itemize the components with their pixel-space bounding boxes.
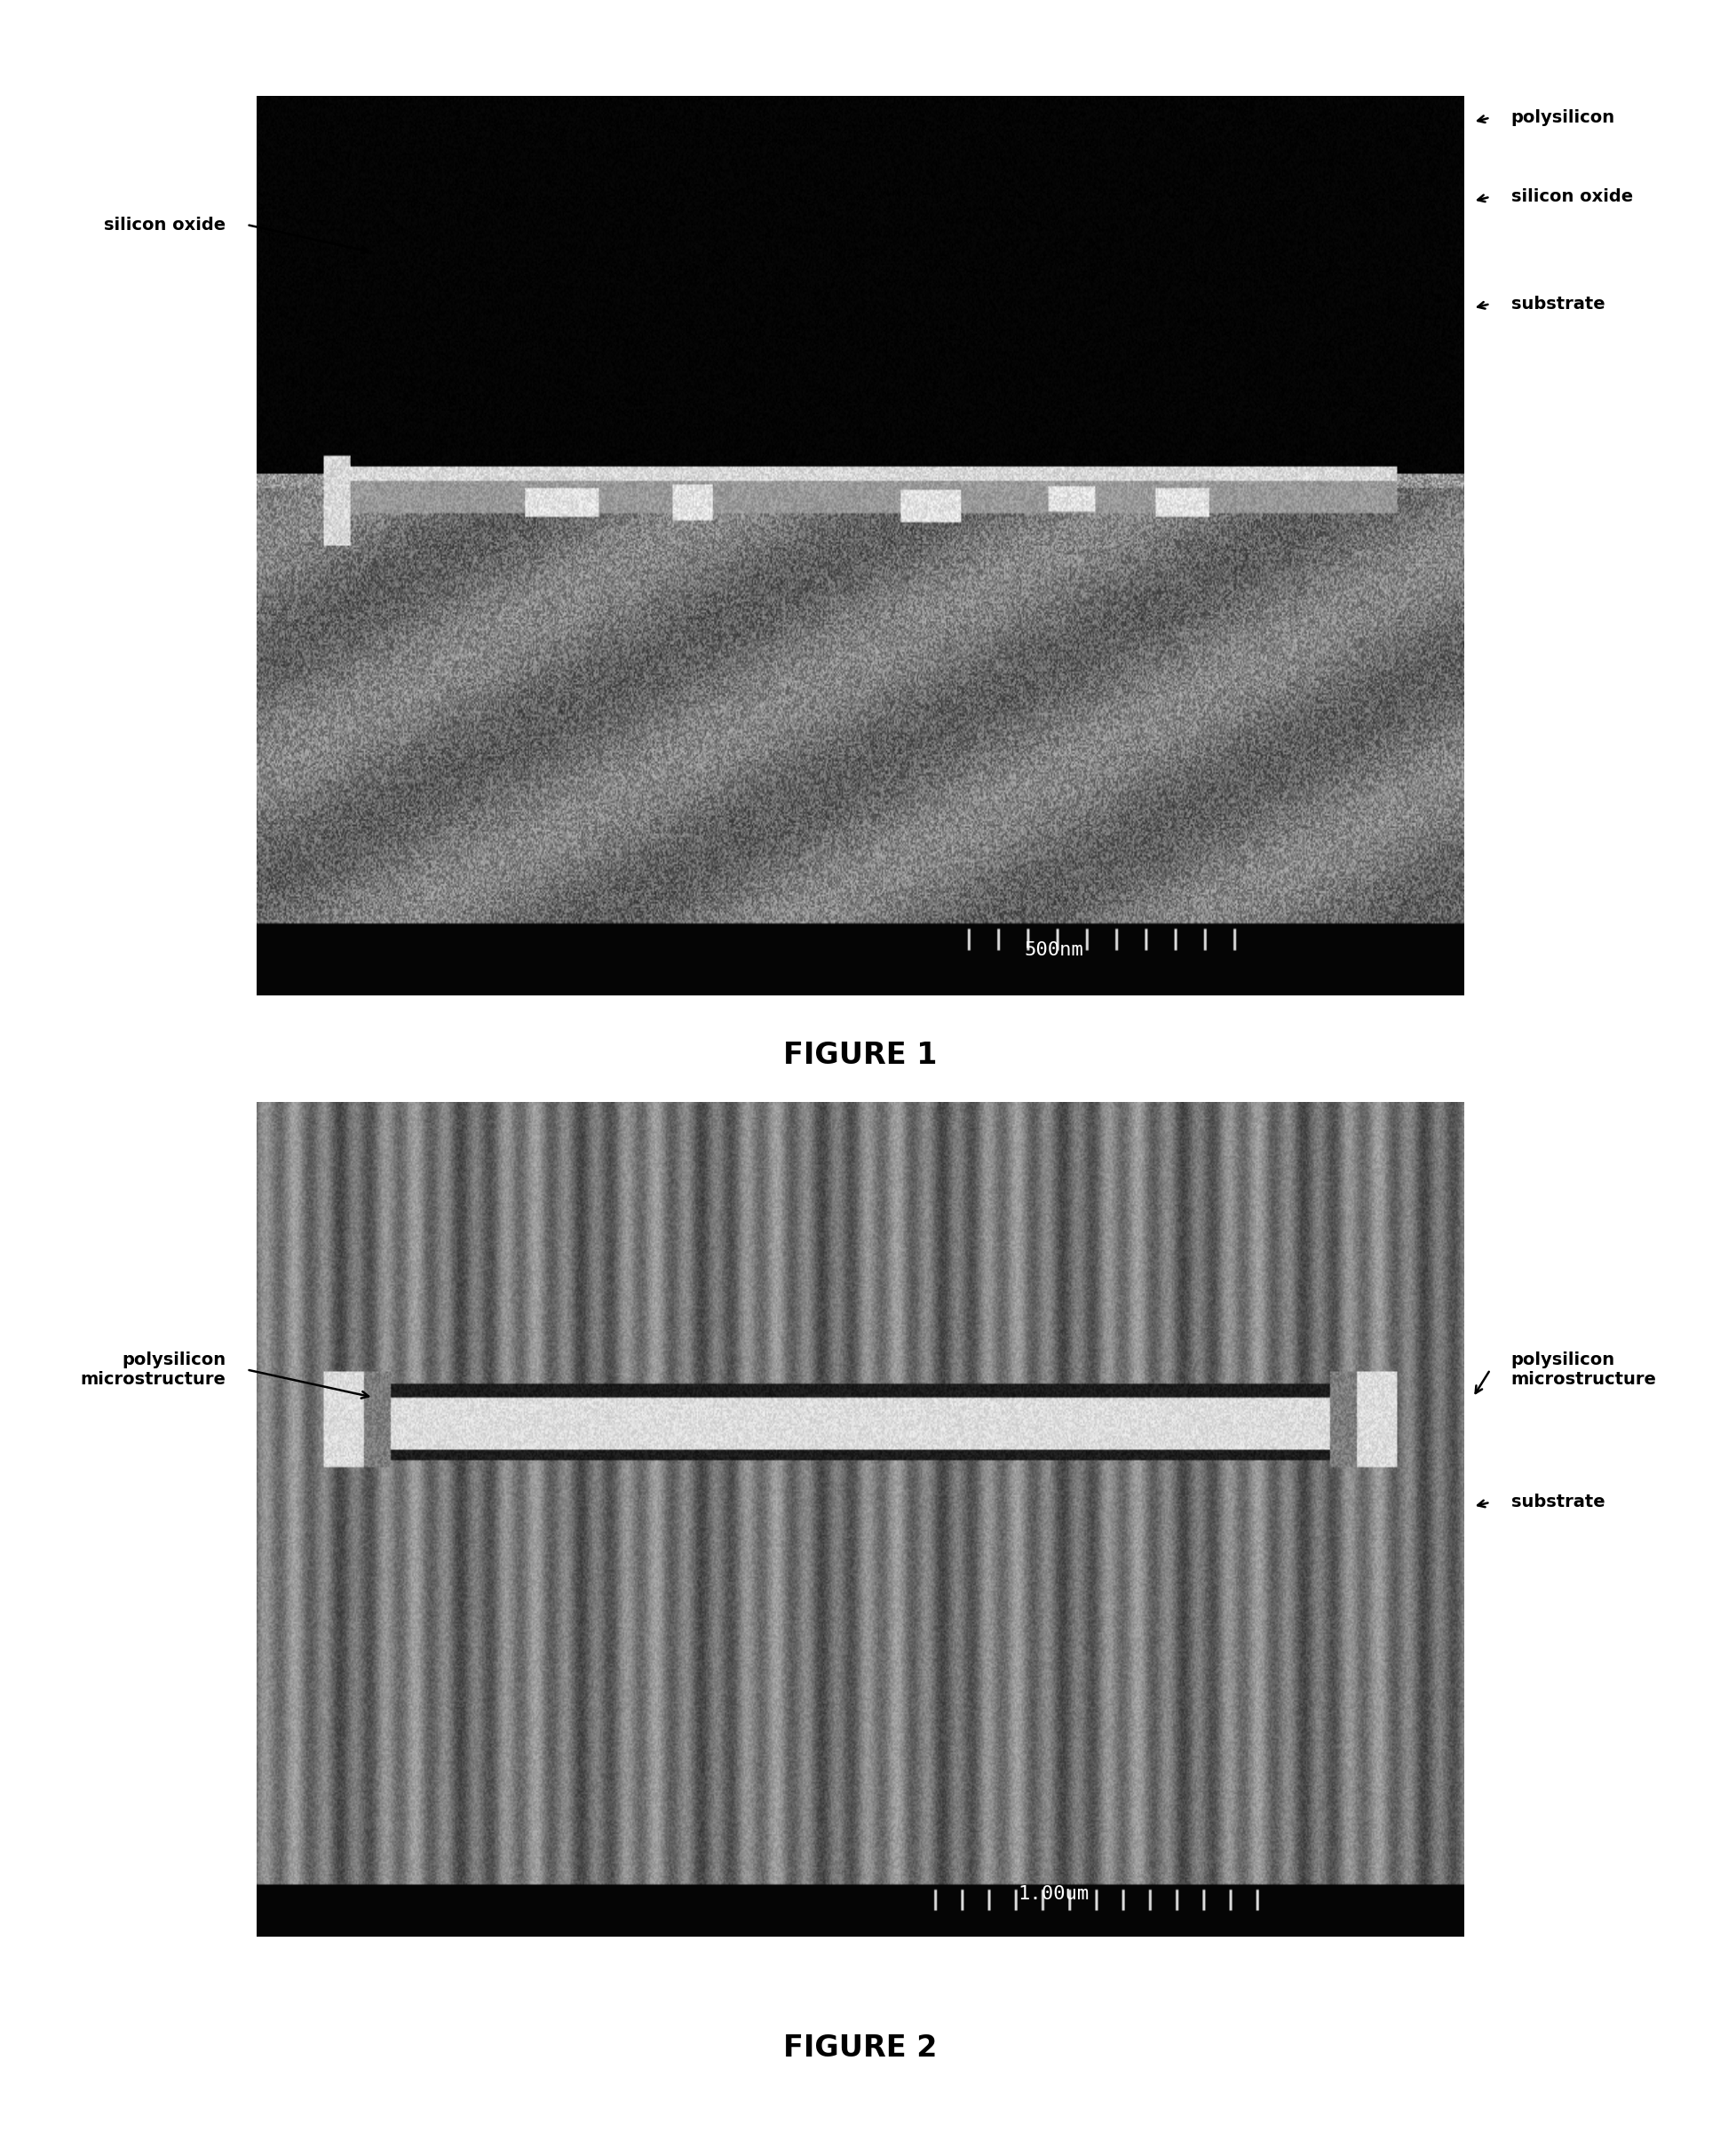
Text: 1.00um: 1.00um — [1017, 1885, 1088, 1902]
Text: polysilicon
microstructure: polysilicon microstructure — [80, 1350, 226, 1389]
Text: polysilicon
microstructure: polysilicon microstructure — [1510, 1350, 1656, 1389]
Text: FIGURE 1: FIGURE 1 — [783, 1040, 936, 1070]
Text: FIGURE 2: FIGURE 2 — [783, 2033, 936, 2063]
Text: 500nm: 500nm — [1024, 942, 1083, 959]
Text: substrate: substrate — [1510, 1494, 1604, 1511]
Text: silicon oxide: silicon oxide — [1510, 188, 1632, 205]
Text: polysilicon: polysilicon — [1510, 109, 1614, 126]
Text: substrate: substrate — [1510, 295, 1604, 312]
Text: silicon oxide: silicon oxide — [104, 216, 226, 233]
